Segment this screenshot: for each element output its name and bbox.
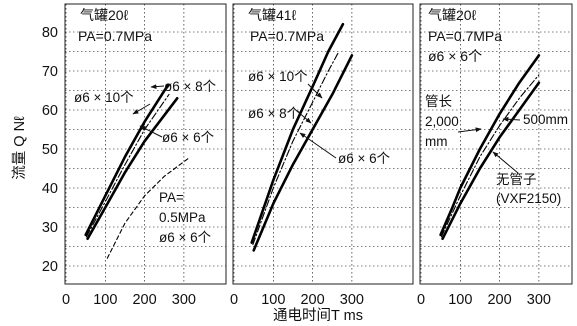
annotation-arrow <box>502 116 521 122</box>
x-tick-label: 300 <box>172 292 196 308</box>
annotation-arrow <box>296 110 312 124</box>
series-line-1 <box>439 54 541 237</box>
x-tick-label: 0 <box>62 292 70 308</box>
y-tick-label: 30 <box>42 220 58 236</box>
panel-title-line: PA=0.7MPa <box>250 28 324 44</box>
x-tick-label: 0 <box>417 292 425 308</box>
x-tick-label: 100 <box>261 292 285 308</box>
series-line-1 <box>250 22 345 244</box>
x-tick-label: 300 <box>340 292 364 308</box>
series-annotation: ø6 × 10个 <box>74 90 134 105</box>
y-tick-label: 60 <box>42 103 58 119</box>
x-axis-label: 通电时间T ms <box>273 307 363 324</box>
panel-title-line: ø6 × 6个 <box>428 48 482 64</box>
series-line-4 <box>106 158 189 259</box>
panel-title-line: PA=0.7MPa <box>428 28 502 44</box>
series-annotation: PA= <box>159 190 184 205</box>
series-line-2 <box>85 93 170 238</box>
series-annotation: ø6 × 8个 <box>164 79 217 94</box>
x-tick-label: 200 <box>132 292 156 308</box>
series-line-2 <box>440 74 540 238</box>
y-tick-label: 50 <box>42 142 58 158</box>
series-annotation: ø6 × 6个 <box>162 130 215 145</box>
series-annotation: 0.5MPa <box>159 210 206 225</box>
x-tick-label: 200 <box>487 292 511 308</box>
x-tick-label: 100 <box>93 292 117 308</box>
annotation-arrow <box>307 83 323 99</box>
series-annotation: mm <box>425 134 448 149</box>
chart-panel-1: 气罐20ℓ PA=0.7MPa ø6 × 8个 ø6 × 10个 ø6 × 6个 PA= 0… <box>64 3 227 285</box>
annotation-arrow <box>139 125 163 138</box>
panel-title-line: PA=0.7MPa <box>78 28 152 44</box>
x-tick-label: 200 <box>300 292 324 308</box>
annotation-arrow <box>150 84 165 89</box>
x-tick-label: 0 <box>230 292 238 308</box>
series-annotation: 500mm <box>523 112 568 127</box>
series-annotation: ø6 × 10个 <box>248 69 308 84</box>
plot-frame <box>64 3 227 285</box>
series-annotation: ø6 × 8个 <box>248 106 301 121</box>
series-annotation: ø6 × 6个 <box>338 151 391 166</box>
plot-frame <box>419 3 573 285</box>
y-tick-label: 70 <box>42 64 58 80</box>
y-tick-label: 20 <box>42 259 58 275</box>
panel-title-line: 气罐20ℓ <box>428 7 477 23</box>
x-tick-label: 300 <box>527 292 551 308</box>
series-line-1 <box>84 83 170 237</box>
panel-title-line: 气罐41ℓ <box>248 7 297 23</box>
series-line-2 <box>252 50 340 246</box>
series-annotation: 2,000 <box>425 114 459 129</box>
panel-title-line: 气罐20ℓ <box>80 7 129 23</box>
y-tick-label: 80 <box>42 25 58 41</box>
chart-panel-2: 气罐41ℓ PA=0.7MPa ø6 × 10个 ø6 × 8个 ø6 × 6个 <box>232 3 414 285</box>
y-tick-label: 40 <box>42 181 58 197</box>
annotation-arrow <box>492 151 519 174</box>
annotation-arrow <box>457 127 482 133</box>
series-line-3 <box>252 54 354 252</box>
y-axis-label: 流量 Q Nℓ <box>11 116 28 180</box>
series-line-3 <box>441 81 541 240</box>
series-annotation: (VXF2150) <box>496 191 561 206</box>
series-annotation: 管长 <box>425 94 452 109</box>
annotation-arrow <box>299 132 337 159</box>
annotation-arrow <box>132 103 151 115</box>
series-annotation: 无管子 <box>496 172 537 187</box>
x-tick-label: 100 <box>448 292 472 308</box>
plot-frame <box>232 3 414 285</box>
series-annotation: ø6 × 6个 <box>159 230 212 245</box>
series-line-3 <box>86 97 179 240</box>
